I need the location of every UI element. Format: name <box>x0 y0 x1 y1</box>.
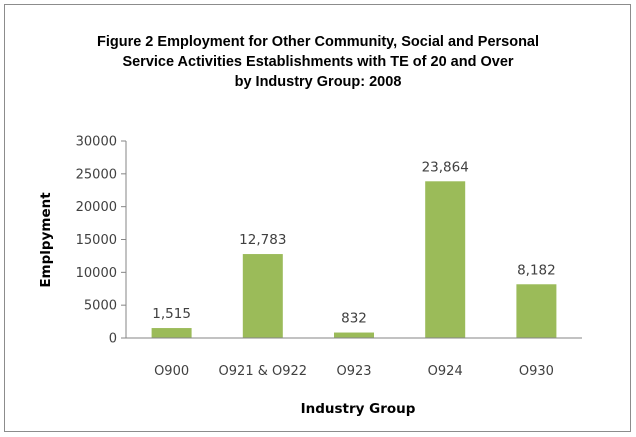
bar <box>425 181 466 338</box>
y-tick-label: 10000 <box>76 266 117 281</box>
data-label: 8,182 <box>517 262 556 278</box>
chart-title-line-2: Service Activities Establishments with T… <box>122 54 514 70</box>
y-tick-label: 25000 <box>76 167 117 182</box>
y-tick-label: 0 <box>109 332 117 347</box>
bar <box>242 254 283 338</box>
x-tick-label: O900 <box>154 364 189 379</box>
bar <box>151 328 192 338</box>
chart-title-line-3: by Industry Group: 2008 <box>234 74 402 90</box>
chart-title-line-1: Figure 2 Employment for Other Community,… <box>96 34 540 50</box>
chart-title: Figure 2 Employment for Other Community,… <box>0 32 636 92</box>
y-axis: 0 5000 10000 15000 20000 25000 30000 <box>76 135 127 347</box>
x-tick-label: O921 & O922 <box>219 364 308 379</box>
y-tick-label: 5000 <box>84 299 117 314</box>
data-label: 1,515 <box>152 306 191 322</box>
data-label: 23,864 <box>422 159 469 175</box>
x-axis-title: Industry Group <box>301 401 416 417</box>
y-tick-label: 30000 <box>76 135 117 150</box>
chart-frame <box>4 4 631 432</box>
data-label: 12,783 <box>239 232 286 248</box>
x-axis: O900 O921 & O922 O923 O924 O930 <box>126 337 582 379</box>
bar <box>516 284 557 338</box>
bar <box>334 332 374 338</box>
data-label: 832 <box>341 311 367 327</box>
x-tick-label: O923 <box>336 364 371 379</box>
x-tick-label: O930 <box>519 364 554 379</box>
y-tick-label: 20000 <box>76 200 117 215</box>
y-axis-title: Emplpyment <box>38 192 54 288</box>
bars-group: 1,515 12,783 832 23,864 8,182 <box>151 159 557 338</box>
y-tick-label: 15000 <box>76 233 117 248</box>
x-tick-label: O924 <box>428 364 463 379</box>
